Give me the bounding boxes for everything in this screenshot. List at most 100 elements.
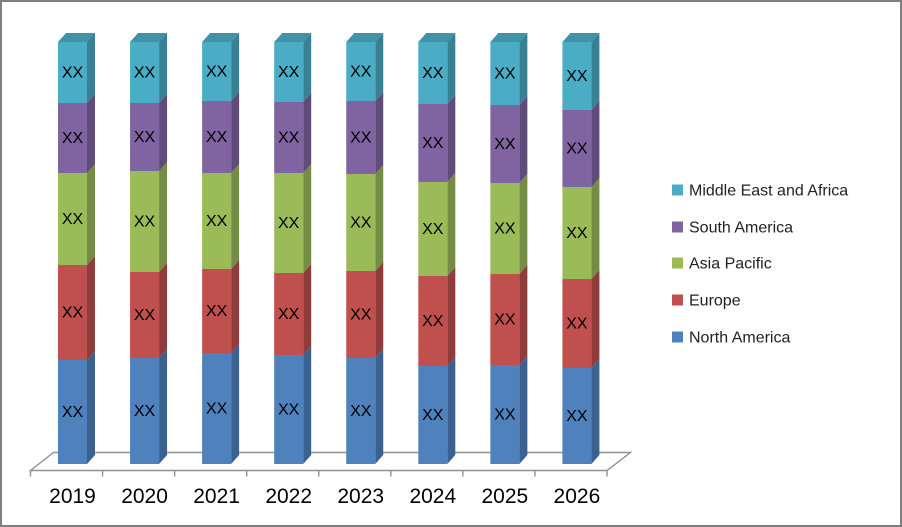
segment-south-america-2022-side[interactable]: [303, 93, 312, 173]
segment-middle-east-and-africa-2020-front[interactable]: [130, 42, 160, 103]
segment-south-america-2024-side[interactable]: [447, 95, 456, 182]
segment-south-america-2020-side[interactable]: [159, 94, 168, 171]
segment-north-america-2023-front[interactable]: [346, 358, 376, 464]
segment-south-america-2021-front[interactable]: [202, 101, 232, 173]
chart-floor: [28, 451, 633, 472]
segment-europe-2023-front[interactable]: [346, 271, 376, 358]
segment-asia-pacific-2022-side[interactable]: [303, 164, 312, 273]
segment-middle-east-and-africa-2023-front[interactable]: [346, 42, 376, 101]
segment-south-america-2019-side[interactable]: [87, 94, 95, 173]
segment-north-america-2021-front[interactable]: [202, 353, 232, 464]
x-axis-label-2020: 2020: [121, 485, 168, 508]
segment-europe-2024-side[interactable]: [447, 267, 456, 366]
segment-europe-2024-front[interactable]: [418, 276, 448, 366]
segment-europe-2025-front[interactable]: [490, 274, 520, 365]
segment-north-america-2025-side[interactable]: [519, 356, 528, 464]
segment-north-america-2025-front[interactable]: [490, 365, 520, 464]
segment-asia-pacific-2024-side[interactable]: [447, 173, 456, 276]
x-axis-label-2024: 2024: [409, 485, 456, 508]
segment-middle-east-and-africa-2025-side[interactable]: [519, 33, 528, 105]
segment-middle-east-and-africa-2021-front[interactable]: [202, 42, 232, 101]
segment-north-america-2019-side[interactable]: [87, 351, 95, 464]
segment-middle-east-and-africa-2021-side[interactable]: [231, 33, 240, 101]
segment-europe-2026-front[interactable]: [562, 279, 592, 368]
legend-item-middle-east-and-africa[interactable]: Middle East and Africa: [672, 183, 848, 200]
segment-north-america-2026-front[interactable]: [562, 368, 592, 464]
data-label-asia-pacific-2023: XX: [350, 215, 372, 232]
segment-middle-east-and-africa-2024-top[interactable]: [418, 33, 456, 42]
segment-middle-east-and-africa-2025-top[interactable]: [490, 33, 528, 42]
segment-europe-2020-front[interactable]: [130, 272, 160, 358]
segment-south-america-2026-side[interactable]: [591, 101, 600, 187]
segment-europe-2021-side[interactable]: [231, 260, 240, 353]
segment-europe-2026-side[interactable]: [591, 270, 600, 368]
legend-item-south-america[interactable]: South America: [672, 220, 793, 237]
segment-asia-pacific-2025-side[interactable]: [519, 174, 528, 274]
segment-middle-east-and-africa-2019-top[interactable]: [58, 33, 95, 42]
legend-item-europe[interactable]: Europe: [672, 293, 741, 310]
data-label-europe-2021: XX: [206, 303, 228, 320]
segment-south-america-2022-front[interactable]: [274, 102, 304, 173]
segment-europe-2019-front[interactable]: [58, 265, 87, 360]
data-label-middle-east-and-africa-2022: XX: [278, 64, 300, 81]
segment-middle-east-and-africa-2021-top[interactable]: [202, 33, 240, 42]
segment-europe-2025-side[interactable]: [519, 265, 528, 365]
segment-asia-pacific-2022-front[interactable]: [274, 173, 304, 273]
segment-asia-pacific-2025-front[interactable]: [490, 183, 520, 274]
segment-asia-pacific-2026-side[interactable]: [591, 178, 600, 279]
segment-europe-2023-side[interactable]: [375, 262, 384, 358]
segment-south-america-2023-front[interactable]: [346, 101, 376, 174]
segment-asia-pacific-2023-front[interactable]: [346, 174, 376, 271]
segment-middle-east-and-africa-2019-front[interactable]: [58, 42, 87, 103]
segment-north-america-2026-side[interactable]: [591, 359, 600, 464]
segment-north-america-2024-side[interactable]: [447, 357, 456, 464]
segment-north-america-2022-front[interactable]: [274, 355, 304, 464]
segment-south-america-2024-front[interactable]: [418, 104, 448, 182]
legend-item-asia-pacific[interactable]: Asia Pacific: [672, 256, 772, 273]
legend-swatch-icon: [672, 331, 683, 343]
segment-south-america-2021-side[interactable]: [231, 92, 240, 173]
segment-middle-east-and-africa-2022-front[interactable]: [274, 42, 304, 102]
segment-middle-east-and-africa-2022-side[interactable]: [303, 33, 312, 102]
segment-north-america-2022-side[interactable]: [303, 346, 312, 464]
segment-asia-pacific-2020-front[interactable]: [130, 171, 160, 272]
segment-middle-east-and-africa-2026-top[interactable]: [562, 33, 600, 42]
segment-middle-east-and-africa-2020-side[interactable]: [159, 33, 168, 103]
segment-north-america-2019-front[interactable]: [58, 360, 87, 464]
segment-asia-pacific-2021-side[interactable]: [231, 164, 240, 269]
segment-europe-2021-front[interactable]: [202, 269, 232, 353]
segment-europe-2020-side[interactable]: [159, 263, 168, 358]
segment-asia-pacific-2023-side[interactable]: [375, 165, 384, 271]
segment-asia-pacific-2019-side[interactable]: [87, 164, 95, 265]
segment-south-america-2020-front[interactable]: [130, 103, 160, 171]
segment-middle-east-and-africa-2022-top[interactable]: [274, 33, 312, 42]
segment-middle-east-and-africa-2024-side[interactable]: [447, 33, 456, 104]
segment-north-america-2024-front[interactable]: [418, 366, 448, 464]
segment-asia-pacific-2024-front[interactable]: [418, 182, 448, 276]
segment-asia-pacific-2020-side[interactable]: [159, 162, 168, 272]
segment-north-america-2020-front[interactable]: [130, 358, 160, 464]
segment-europe-2019-side[interactable]: [87, 256, 95, 360]
segment-south-america-2025-side[interactable]: [519, 96, 528, 183]
segment-europe-2022-front[interactable]: [274, 273, 304, 355]
segment-north-america-2023-side[interactable]: [375, 349, 384, 464]
segment-middle-east-and-africa-2025-front[interactable]: [490, 42, 520, 105]
segment-middle-east-and-africa-2019-side[interactable]: [87, 33, 95, 103]
segment-middle-east-and-africa-2024-front[interactable]: [418, 42, 448, 104]
segment-asia-pacific-2019-front[interactable]: [58, 173, 87, 265]
segment-south-america-2019-front[interactable]: [58, 103, 87, 173]
segment-south-america-2025-front[interactable]: [490, 105, 520, 183]
segment-south-america-2023-side[interactable]: [375, 92, 384, 174]
segment-north-america-2020-side[interactable]: [159, 349, 168, 464]
segment-middle-east-and-africa-2023-side[interactable]: [375, 33, 384, 101]
segment-middle-east-and-africa-2023-top[interactable]: [346, 33, 384, 42]
segment-middle-east-and-africa-2026-side[interactable]: [591, 33, 600, 110]
legend-item-north-america[interactable]: North America: [672, 330, 790, 347]
segment-europe-2022-side[interactable]: [303, 264, 312, 355]
segment-asia-pacific-2021-front[interactable]: [202, 173, 232, 269]
segment-middle-east-and-africa-2026-front[interactable]: [562, 42, 592, 110]
segment-north-america-2021-side[interactable]: [231, 344, 240, 464]
segment-middle-east-and-africa-2020-top[interactable]: [130, 33, 168, 42]
segment-south-america-2026-front[interactable]: [562, 110, 592, 187]
segment-asia-pacific-2026-front[interactable]: [562, 187, 592, 279]
